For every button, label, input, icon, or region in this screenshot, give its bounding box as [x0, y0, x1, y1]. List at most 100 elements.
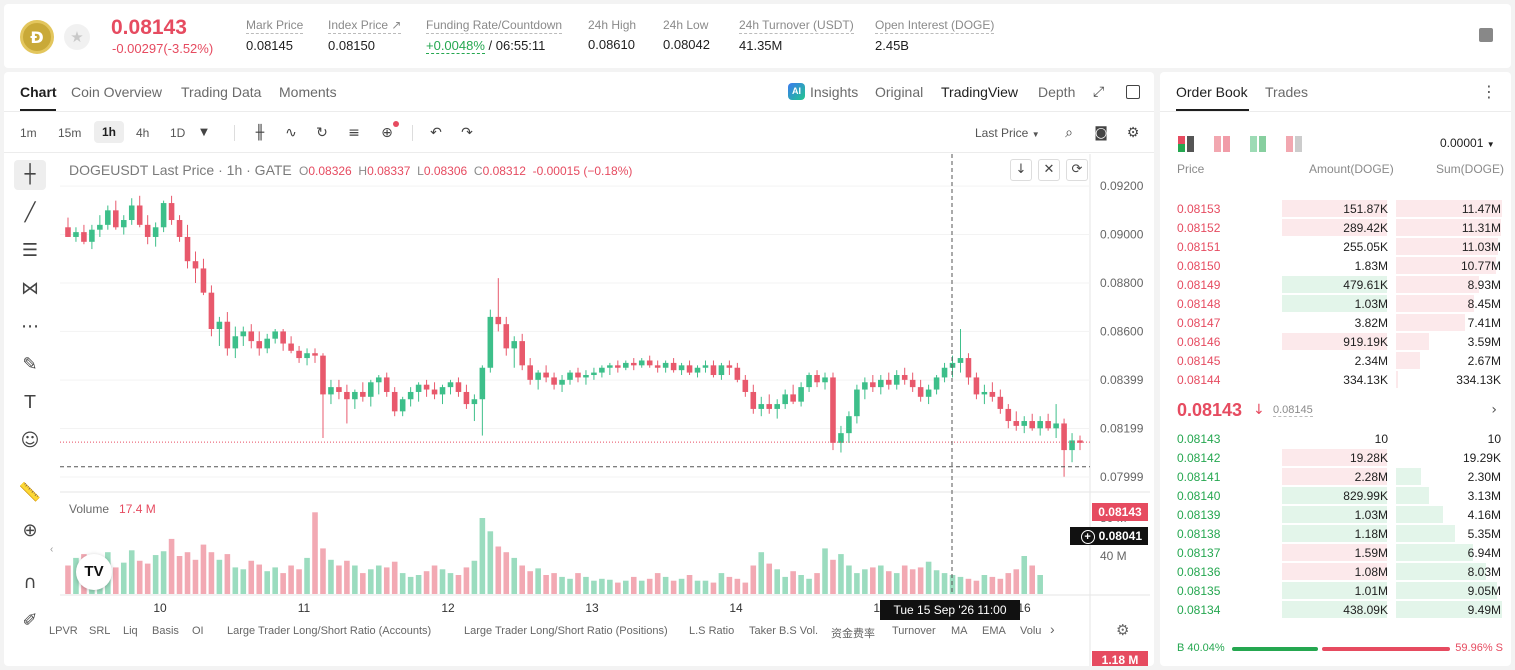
- more-options-icon[interactable]: ⋮: [1481, 82, 1497, 101]
- timeframe-1d[interactable]: 1D: [170, 126, 186, 140]
- timeframe-4h[interactable]: 4h: [136, 126, 150, 140]
- caret-down-icon[interactable]: ▼: [200, 127, 208, 138]
- tab-chart[interactable]: Chart: [20, 84, 57, 100]
- indicator-basis[interactable]: Basis: [152, 625, 179, 637]
- chevron-left-icon[interactable]: ‹: [50, 544, 54, 555]
- chevron-right-icon[interactable]: ›: [1050, 621, 1055, 637]
- indicator-lt-ratio-positions[interactable]: Large Trader Long/Short Ratio (Positions…: [464, 625, 668, 637]
- order-book-row[interactable]: 0.08141 2.28M 2.30M: [1160, 467, 1511, 486]
- plus-icon[interactable]: +: [1080, 530, 1095, 544]
- tab-tradingview[interactable]: TradingView: [941, 84, 1019, 100]
- order-book-row[interactable]: 0.08145 2.34M 2.67M: [1160, 351, 1511, 370]
- tab-insights[interactable]: Insights: [810, 84, 859, 100]
- replay-icon[interactable]: ↻: [316, 125, 328, 141]
- indicator-turnover[interactable]: Turnover: [892, 625, 936, 637]
- order-book-row[interactable]: 0.08135 1.01M 9.05M: [1160, 581, 1511, 600]
- tab-depth[interactable]: Depth: [1038, 84, 1076, 100]
- order-book-row[interactable]: 0.08144 334.13K 334.13K: [1160, 370, 1511, 389]
- pattern-icon[interactable]: ⋈: [21, 278, 39, 299]
- settings-gear-icon[interactable]: ⚙: [1116, 621, 1130, 639]
- precision-select[interactable]: 0.00001 ▼: [1440, 136, 1495, 150]
- indicator-volume[interactable]: Volu: [1020, 625, 1042, 637]
- indicators-icon[interactable]: ∿: [285, 125, 297, 141]
- stat-24h-turnover[interactable]: 24h Turnover (USDT) 41.35M: [739, 18, 854, 53]
- view-alt-icon[interactable]: [1286, 136, 1304, 152]
- candlestick-icon[interactable]: ╫: [255, 125, 265, 141]
- price-chart[interactable]: 0.09200 0.09000 0.08800 0.08600 0.08399 0.081…: [50, 154, 1150, 666]
- order-book-row[interactable]: 0.08139 1.03M 4.16M: [1160, 505, 1511, 524]
- order-book-row[interactable]: 0.08151 255.05K 11.03M: [1160, 237, 1511, 256]
- fib-icon[interactable]: ☰: [21, 240, 39, 261]
- magnet-icon[interactable]: ∩: [23, 572, 37, 593]
- crosshair-icon[interactable]: ┼: [14, 160, 46, 190]
- chart-canvas[interactable]: 0.09200 0.09000 0.08800 0.08600 0.08399 0.081…: [60, 154, 1150, 666]
- order-book-row[interactable]: 0.08142 19.28K 19.29K: [1160, 448, 1511, 467]
- tab-moments[interactable]: Moments: [279, 84, 337, 100]
- stat-funding-rate[interactable]: Funding Rate/Countdown +0.0048% / 06:55:…: [426, 18, 563, 54]
- view-both-icon[interactable]: [1178, 136, 1196, 152]
- view-asks-icon[interactable]: [1214, 136, 1232, 152]
- tradingview-logo-icon[interactable]: TV: [76, 554, 112, 590]
- search-icon[interactable]: ⌕: [1065, 125, 1073, 141]
- indicator-funding-rate[interactable]: 资金费率: [831, 628, 875, 640]
- indicator-liq[interactable]: Liq: [123, 625, 138, 637]
- order-book-row[interactable]: 0.08136 1.08M 8.03M: [1160, 562, 1511, 581]
- order-book-row[interactable]: 0.08138 1.18M 5.35M: [1160, 524, 1511, 543]
- order-book-row[interactable]: 0.08148 1.03M 8.45M: [1160, 294, 1511, 313]
- timeframe-15m[interactable]: 15m: [58, 126, 82, 140]
- stat-mark-price[interactable]: Mark Price 0.08145: [246, 18, 304, 53]
- brush-icon[interactable]: ✎: [22, 354, 38, 375]
- emoji-icon[interactable]: ☺: [20, 430, 40, 451]
- price-source-select[interactable]: Last Price ▼: [975, 126, 1040, 140]
- tab-trading-data[interactable]: Trading Data: [181, 84, 262, 100]
- gear-icon[interactable]: ⚙: [1126, 125, 1140, 141]
- indicator-taker-bs-vol[interactable]: Taker B.S Vol.: [749, 625, 819, 637]
- stat-index-price[interactable]: Index Price ↗ 0.08150: [328, 18, 402, 53]
- view-bids-icon[interactable]: [1250, 136, 1268, 152]
- redo-icon[interactable]: ↷: [461, 125, 473, 141]
- zoom-in-icon[interactable]: ⊕: [22, 520, 38, 541]
- indicator-srl[interactable]: SRL: [89, 625, 111, 637]
- order-book-row[interactable]: 0.08143 10 10: [1160, 429, 1511, 448]
- tab-coin-overview[interactable]: Coin Overview: [71, 84, 163, 100]
- pencil-lock-icon[interactable]: ✐: [22, 610, 38, 631]
- insights-icon[interactable]: AI: [788, 83, 805, 100]
- chevron-right-icon[interactable]: ›: [1491, 402, 1497, 418]
- text-icon[interactable]: T: [24, 392, 36, 413]
- measure-icon[interactable]: ⋯: [21, 316, 39, 337]
- order-book-row[interactable]: 0.08150 1.83M 10.77M: [1160, 256, 1511, 275]
- collapse-icon[interactable]: ✕: [1038, 159, 1060, 181]
- indicator-oi[interactable]: OI: [192, 625, 204, 637]
- indicator-ema[interactable]: EMA: [982, 625, 1006, 637]
- expand-icon[interactable]: ⤢: [1093, 84, 1105, 100]
- trendline-icon[interactable]: ╱: [24, 202, 36, 223]
- order-book-row[interactable]: 0.08152 289.42K 11.31M: [1160, 218, 1511, 237]
- ruler-icon[interactable]: 📏: [18, 482, 42, 503]
- order-book-row[interactable]: 0.08134 438.09K 9.49M: [1160, 600, 1511, 619]
- tab-trades[interactable]: Trades: [1265, 84, 1309, 100]
- arrow-down-icon[interactable]: ↓: [1010, 159, 1032, 181]
- order-book-row[interactable]: 0.08147 3.82M 7.41M: [1160, 313, 1511, 332]
- add-alert-icon[interactable]: ⊕: [381, 125, 393, 141]
- book-icon[interactable]: [1479, 28, 1493, 42]
- order-book-row[interactable]: 0.08153 151.87K 11.47M: [1160, 199, 1511, 218]
- camera-icon[interactable]: ◙: [1094, 125, 1108, 141]
- indicator-lpvr[interactable]: LPVR: [49, 625, 78, 637]
- order-book-row[interactable]: 0.08149 479.61K 8.93M: [1160, 275, 1511, 294]
- stat-open-interest[interactable]: Open Interest (DOGE) 2.45B: [875, 18, 995, 53]
- indicator-ls-ratio[interactable]: L.S Ratio: [689, 625, 735, 637]
- undo-icon[interactable]: ↶: [430, 125, 442, 141]
- order-book-row[interactable]: 0.08146 919.19K 3.59M: [1160, 332, 1511, 351]
- refresh-icon[interactable]: ⟳: [1066, 159, 1088, 181]
- tab-original[interactable]: Original: [875, 84, 924, 100]
- window-icon[interactable]: [1126, 85, 1140, 99]
- template-icon[interactable]: ≡: [348, 125, 360, 141]
- order-book-row[interactable]: 0.08137 1.59M 6.94M: [1160, 543, 1511, 562]
- timeframe-1h[interactable]: 1h: [94, 121, 125, 143]
- favorite-star-icon[interactable]: ★: [64, 24, 90, 50]
- tab-order-book[interactable]: Order Book: [1176, 84, 1248, 100]
- order-book-row[interactable]: 0.08140 829.99K 3.13M: [1160, 486, 1511, 505]
- indicator-ma[interactable]: MA: [951, 625, 968, 637]
- timeframe-1m[interactable]: 1m: [20, 126, 37, 140]
- indicator-lt-ratio-accounts[interactable]: Large Trader Long/Short Ratio (Accounts): [227, 625, 432, 637]
